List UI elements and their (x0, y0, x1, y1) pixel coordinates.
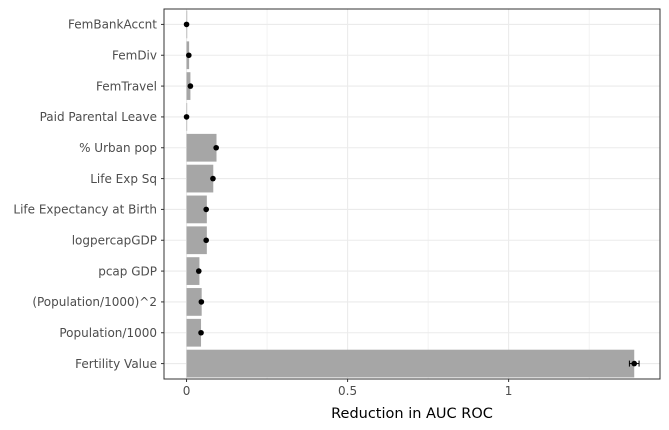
x-axis: 0 0.5 1 (183, 379, 513, 398)
bar (186, 349, 635, 378)
x-tick-label: 0 (183, 384, 191, 398)
bar (186, 318, 202, 347)
bar (186, 195, 207, 224)
y-tick-label: Life Exp Sq (90, 172, 157, 186)
point (203, 206, 209, 213)
point (183, 114, 190, 120)
point (213, 144, 219, 151)
bar (186, 133, 217, 162)
y-tick-label: FemBankAccnt (68, 18, 157, 32)
point (195, 268, 202, 274)
panel-border (163, 8, 661, 380)
point (210, 175, 216, 182)
x-axis-title: Reduction in AUC ROC (331, 406, 493, 422)
bars (186, 10, 635, 378)
points (183, 21, 640, 367)
y-tick-label: % Urban pop (79, 141, 157, 155)
point (198, 299, 205, 305)
point (186, 52, 192, 59)
grid-lines (164, 9, 660, 379)
point (187, 83, 194, 89)
y-tick-label: FemDiv (112, 48, 157, 62)
bar (186, 288, 202, 316)
y-axis: FemBankAccnt FemDiv FemTravel Paid Parental… (13, 18, 164, 371)
bar (186, 257, 200, 285)
y-tick-label: (Population/1000)^2 (32, 295, 157, 309)
y-tick-label: Population/1000 (59, 326, 157, 340)
x-tick-label: 0.5 (338, 384, 357, 398)
y-tick-label: logpercapGDP (72, 233, 157, 247)
point (203, 237, 209, 244)
y-tick-label: pcap GDP (98, 264, 157, 278)
point (631, 360, 638, 367)
y-tick-label: FemTravel (96, 79, 157, 93)
bar (186, 226, 207, 255)
x-tick-label: 1 (505, 384, 513, 398)
y-tick-label: Fertility Value (75, 357, 157, 371)
bar (186, 164, 214, 193)
point (183, 21, 190, 28)
y-tick-label: Life Expectancy at Birth (13, 203, 157, 217)
point (198, 329, 204, 336)
y-tick-label: Paid Parental Leave (40, 110, 157, 124)
